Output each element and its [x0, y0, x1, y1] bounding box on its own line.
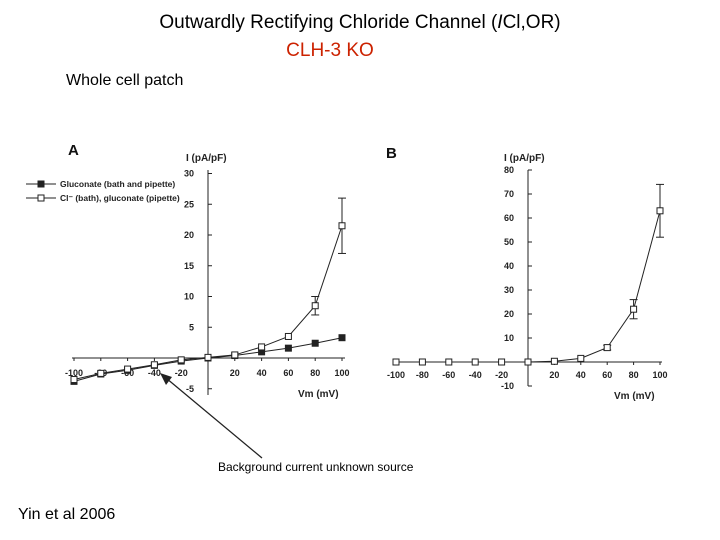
panel-b-series-1-point [418, 358, 426, 366]
panel-b-series-1-point [656, 207, 664, 215]
panel-b-x-tick-label: -100 [387, 370, 405, 380]
panel-a-series-2-point [124, 365, 132, 373]
panel-b-x-label: Vm (mV) [614, 391, 655, 402]
panel-b-y-tick-label: 10 [504, 333, 514, 343]
title-symbol: I [497, 12, 503, 33]
subtitle: Whole cell patch [66, 72, 184, 89]
panel-b-series-1-point [524, 358, 532, 366]
panel-a-series-2-point [204, 353, 212, 361]
panel-b-series-1-point [630, 305, 638, 313]
panel-a-x-tick-label: 60 [283, 368, 293, 378]
panel-a-y-tick-label: -5 [186, 384, 194, 394]
panel-a-y-tick-label: 25 [184, 199, 194, 209]
panel-a-series-2-point [231, 351, 239, 359]
legend-label-2: Cl⁻ (bath), gluconate (pipette) [60, 193, 180, 203]
panel-b-series-1-point [550, 357, 558, 365]
panel-a-series-2-point [338, 222, 346, 230]
panel-b-y-tick-label: 30 [504, 285, 514, 295]
panel-b-y-tick-label: 50 [504, 237, 514, 247]
panel-b-x-tick-label: 80 [629, 370, 639, 380]
panel-a-x-tick-label: 20 [230, 368, 240, 378]
panel-a-y-tick-label: 5 [189, 322, 194, 332]
panel-a-y-tick-label: 30 [184, 169, 194, 179]
panel-a-y-tick-label: 20 [184, 230, 194, 240]
annotation-arrow-shaft [165, 377, 263, 459]
panel-b-series-1-point [392, 358, 400, 366]
panel-b-series-1-point [445, 358, 453, 366]
panel-b-letter: B [386, 145, 397, 162]
panel-b-series-1-point [471, 358, 479, 366]
panel-b-y-tick-label: 40 [504, 261, 514, 271]
panel-a-x-tick-label: 40 [257, 368, 267, 378]
panel-a-series-2-point [284, 332, 292, 340]
title-suffix: Cl,OR) [502, 12, 561, 33]
panel-a-series-1-point [311, 339, 319, 347]
slide-title-line2: CLH-3 KO [286, 40, 374, 61]
panel-a-x-tick-label: -100 [65, 368, 83, 378]
panel-a-series-2-point [150, 361, 158, 369]
panel-b-x-tick-label: -20 [495, 370, 508, 380]
annotation-text: Background current unknown source [218, 460, 414, 474]
panel-a-series-2-point [97, 369, 105, 377]
panel-a-x-label: Vm (mV) [298, 389, 339, 400]
panel-b-x-tick-label: 20 [549, 370, 559, 380]
title-prefix: Outwardly Rectifying Chloride Channel ( [159, 12, 498, 33]
panel-b-x-tick-label: -60 [442, 370, 455, 380]
panel-a-series-2-point [70, 376, 78, 384]
panel-b-x-tick-label: -80 [416, 370, 429, 380]
panel-a-x-tick-label: -40 [148, 368, 161, 378]
panel-b-x-tick-label: -40 [469, 370, 482, 380]
panel-b-y-tick-label: 20 [504, 309, 514, 319]
panel-a-letter: A [68, 142, 79, 159]
panel-b-x-tick-label: 40 [576, 370, 586, 380]
panel-b-y-tick-label: 80 [504, 165, 514, 175]
panel-b-y-tick-label: -10 [501, 381, 514, 391]
legend-marker-2 [37, 194, 45, 202]
panel-a-x-tick-label: 100 [334, 368, 349, 378]
panel-a-x-tick-label: -20 [175, 368, 188, 378]
panel-b-y-tick-label: 60 [504, 213, 514, 223]
panel-a-y-label: I (pA/pF) [186, 153, 227, 164]
panel-a-series-1-point [338, 334, 346, 342]
panel-b-series-1-point [498, 358, 506, 366]
panel-a-y-tick-label: 10 [184, 292, 194, 302]
panel-b-series-1-point [603, 344, 611, 352]
panel-b-y-tick-label: 70 [504, 189, 514, 199]
panel-a-series-2-point [311, 302, 319, 310]
panel-a-series-2-point [258, 343, 266, 351]
panel-b-y-label: I (pA/pF) [504, 153, 545, 164]
panel-b-x-tick-label: 100 [652, 370, 667, 380]
annotation-arrow-head [160, 373, 172, 385]
citation: Yin et al 2006 [18, 506, 116, 523]
panel-a-x-tick-label: 80 [310, 368, 320, 378]
panel-b-x-tick-label: 60 [602, 370, 612, 380]
legend-label-1: Gluconate (bath and pipette) [60, 179, 175, 189]
panel-a-series-1-point [284, 344, 292, 352]
panel-b-series-1-point [577, 354, 585, 362]
slide-title: Outwardly Rectifying Chloride Channel (I… [0, 12, 720, 34]
panel-a-series-2-point [177, 356, 185, 364]
legend-marker-1 [37, 180, 45, 188]
panel-a-y-tick-label: 15 [184, 261, 194, 271]
